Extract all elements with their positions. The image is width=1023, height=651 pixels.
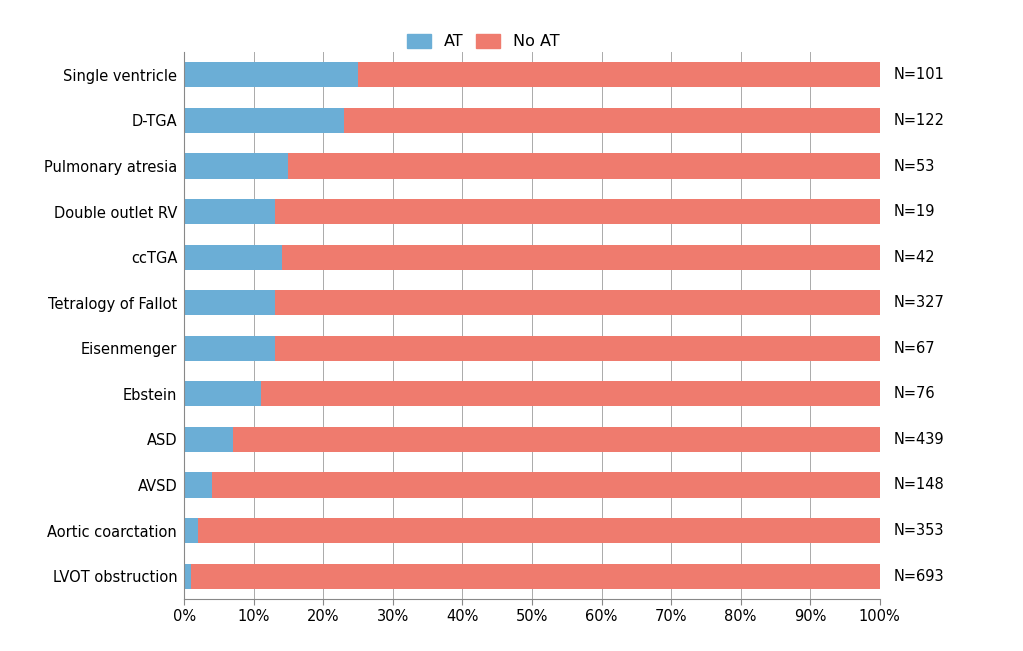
Text: N=101: N=101: [894, 67, 944, 83]
Text: N=439: N=439: [894, 432, 944, 447]
Legend: AT, No AT: AT, No AT: [401, 27, 566, 55]
Bar: [184, 564, 191, 589]
Bar: [184, 154, 288, 178]
Bar: [212, 473, 880, 497]
Bar: [184, 427, 233, 452]
Bar: [184, 62, 358, 87]
Bar: [358, 62, 880, 87]
Bar: [184, 336, 274, 361]
Text: N=53: N=53: [894, 158, 935, 174]
Bar: [274, 290, 880, 315]
Text: N=67: N=67: [894, 340, 935, 356]
Bar: [233, 427, 880, 452]
Text: N=19: N=19: [894, 204, 935, 219]
Text: N=148: N=148: [894, 477, 944, 493]
Text: N=76: N=76: [894, 386, 935, 402]
Text: N=327: N=327: [894, 295, 944, 311]
Text: N=122: N=122: [894, 113, 944, 128]
Bar: [281, 245, 880, 270]
Bar: [184, 473, 212, 497]
Bar: [184, 290, 274, 315]
Bar: [274, 336, 880, 361]
Bar: [184, 381, 261, 406]
Bar: [184, 108, 344, 133]
Bar: [261, 381, 880, 406]
Bar: [288, 154, 880, 178]
Bar: [344, 108, 880, 133]
Bar: [191, 564, 880, 589]
Text: N=353: N=353: [894, 523, 944, 538]
Bar: [274, 199, 880, 224]
Bar: [198, 518, 880, 543]
Text: N=42: N=42: [894, 249, 935, 265]
Bar: [184, 245, 281, 270]
Bar: [184, 199, 274, 224]
Bar: [184, 518, 198, 543]
Text: N=693: N=693: [894, 568, 944, 584]
